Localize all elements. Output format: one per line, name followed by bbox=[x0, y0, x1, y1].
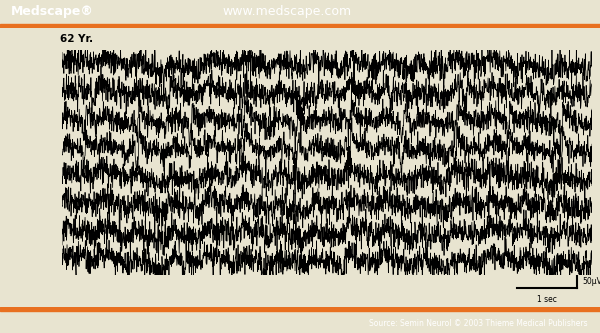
Text: 62 Yr.: 62 Yr. bbox=[60, 34, 93, 44]
Text: 1 sec: 1 sec bbox=[537, 295, 557, 304]
Text: www.medscape.com: www.medscape.com bbox=[222, 5, 351, 18]
Bar bbox=[0, 307, 600, 311]
Bar bbox=[0, 24, 600, 28]
Text: Medscape®: Medscape® bbox=[11, 5, 94, 18]
Text: 50μV: 50μV bbox=[582, 277, 600, 286]
Text: Source: Semin Neurol © 2003 Thieme Medical Publishers: Source: Semin Neurol © 2003 Thieme Medic… bbox=[370, 319, 588, 328]
